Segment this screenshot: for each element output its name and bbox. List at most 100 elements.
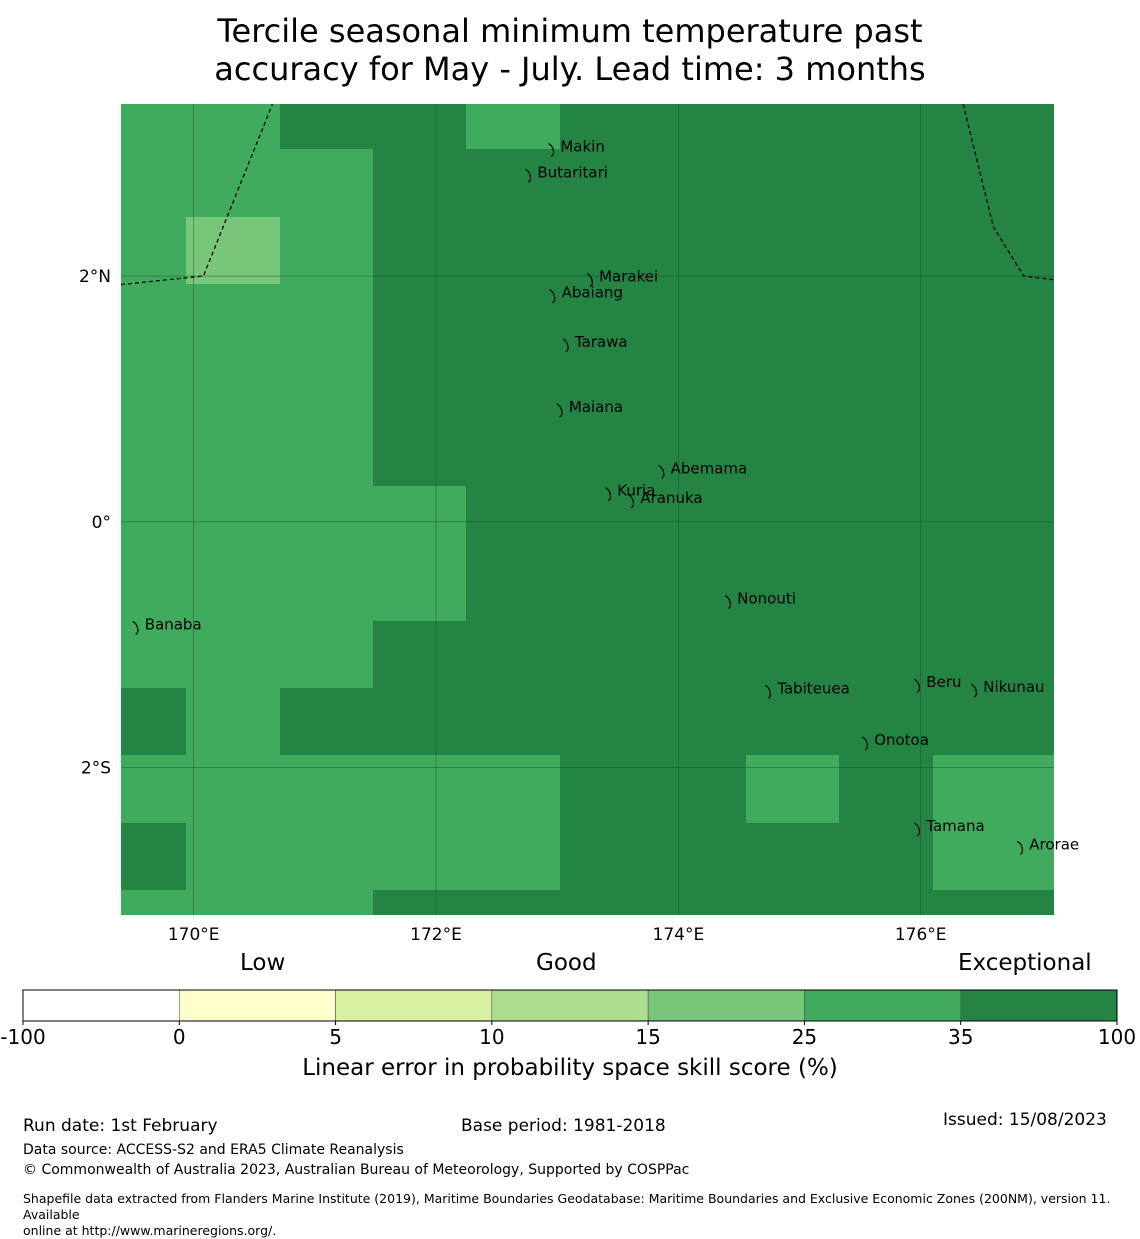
island-outline: [970, 683, 978, 698]
island-outline: [562, 338, 569, 353]
grid-cell: [373, 486, 466, 553]
grid-cell: [373, 553, 466, 621]
grid-cell: [466, 351, 560, 418]
base-period: Base period: 1981-2018: [461, 1116, 666, 1136]
grid-cell: [280, 553, 373, 621]
grid-cell: [121, 418, 186, 486]
grid-cell: [121, 890, 186, 915]
island-outline: [764, 684, 772, 699]
grid-cell: [280, 486, 373, 553]
grid-cell: [186, 217, 280, 284]
grid-cell: [186, 553, 280, 621]
colorbar-label: Linear error in probability space skill …: [302, 1055, 838, 1081]
grid-cell: [933, 149, 1054, 217]
grid-cell: [933, 104, 1054, 149]
grid-cell: [560, 553, 653, 621]
grid-cell: [933, 418, 1054, 486]
grid-cell: [653, 149, 746, 217]
grid-cell: [121, 823, 186, 890]
grid-cell: [186, 621, 280, 688]
grid-cell: [746, 351, 839, 418]
grid-cell: [560, 104, 653, 149]
grid-cell: [466, 621, 560, 688]
grid-cell: [839, 104, 933, 149]
shapefile-credit-line-1: Shapefile data extracted from Flanders M…: [23, 1191, 1111, 1222]
grid-cell: [466, 104, 560, 149]
island-label: Onotoa: [874, 731, 929, 749]
grid-cell: [746, 823, 839, 890]
grid-cell: [560, 486, 653, 553]
grid-cell: [280, 688, 373, 755]
grid-cell: [121, 688, 186, 755]
colorbar-frame: [22, 989, 1118, 1022]
grid-cell: [280, 351, 373, 418]
grid-cell: [653, 890, 746, 915]
grid-cell: [746, 418, 839, 486]
grid-cell: [560, 890, 653, 915]
grid-cell: [466, 418, 560, 486]
grid-cell: [466, 688, 560, 755]
eez-boundaries: [120, 103, 1055, 286]
grid-cell: [280, 621, 373, 688]
grid-cell: [839, 418, 933, 486]
grid-cell: [839, 553, 933, 621]
grid-cell: [933, 890, 1054, 915]
grid-cell: [746, 890, 839, 915]
grid-cell: [373, 823, 466, 890]
grid-cell: [653, 217, 746, 284]
grid-cell: [373, 621, 466, 688]
shapefile-credit-line-2: online at http://www.marineregions.org/.: [23, 1223, 277, 1238]
colorbar: -100 0 5 10 15 25 35 100: [0, 989, 1136, 1049]
grid-cell: [121, 486, 186, 553]
colorbar-bin: [960, 989, 1118, 1022]
grid-cell: [466, 823, 560, 890]
grid-cell: [121, 284, 186, 351]
grid-cell: [933, 284, 1054, 351]
island-label: Makin: [560, 137, 605, 155]
grid-cell: [121, 104, 186, 149]
grid-cell: [186, 486, 280, 553]
grid-cell: [933, 823, 1054, 890]
grid-cell: [373, 284, 466, 351]
grid-cell: [933, 621, 1054, 688]
island-outline: [861, 736, 869, 751]
grid-cell: [121, 149, 186, 217]
grid-cell: [280, 149, 373, 217]
grid-cell: [186, 351, 280, 418]
grid-cell: [746, 621, 839, 688]
grid-cell: [466, 755, 560, 823]
island-outline: [549, 289, 556, 304]
grid-cell: [560, 351, 653, 418]
category-good: Good: [536, 950, 597, 976]
island-outline: [586, 273, 593, 288]
category-exceptional: Exceptional: [958, 950, 1092, 976]
island-outline: [548, 142, 555, 157]
island-label: Kuria: [617, 482, 655, 500]
grid-cell: [653, 104, 746, 149]
colorbar-tick-label: 25: [792, 1025, 817, 1049]
eez-boundary-line: [120, 103, 274, 286]
grid-cell: [839, 217, 933, 284]
issued-date: Issued: 15/08/2023: [943, 1110, 1107, 1130]
grid-cell: [839, 486, 933, 553]
grid-cell: [280, 217, 373, 284]
grid-cell: [560, 149, 653, 217]
grid-cell: [933, 486, 1054, 553]
grid-cell: [653, 284, 746, 351]
grid-cell: [280, 418, 373, 486]
grid-cell: [933, 351, 1054, 418]
grid-cell: [121, 217, 186, 284]
island-label: Tamana: [925, 817, 984, 835]
colorbar-bin: [804, 989, 962, 1022]
lon-tick-label: 172°E: [410, 925, 462, 945]
grid-cell: [653, 486, 746, 553]
island-label: Beru: [926, 673, 961, 691]
shapefile-credit: Shapefile data extracted from Flanders M…: [23, 1191, 1140, 1239]
island-label: Marakei: [599, 268, 658, 286]
island-label: Tabiteuea: [776, 679, 850, 697]
grid-cell: [560, 688, 653, 755]
grid-cell: [466, 553, 560, 621]
grid-cell: [186, 755, 280, 823]
grid-cell: [373, 688, 466, 755]
